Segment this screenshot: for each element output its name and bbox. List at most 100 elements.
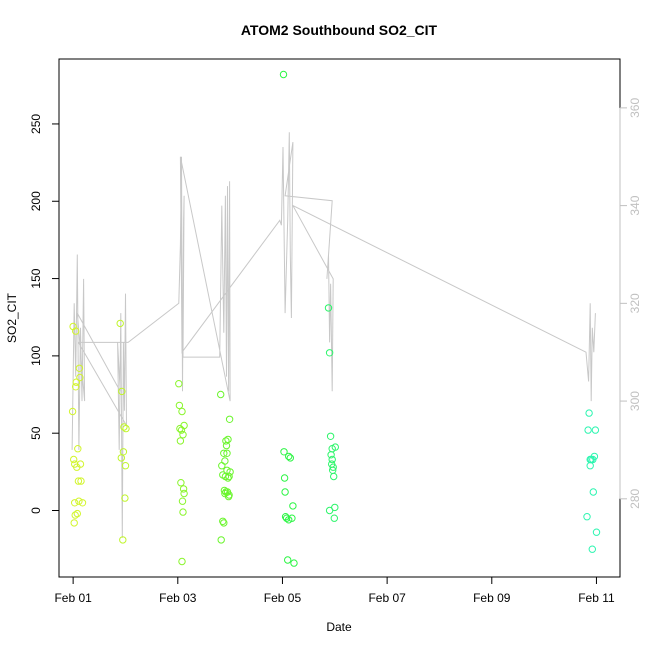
chart-title: ATOM2 Southbound SO2_CIT bbox=[241, 22, 438, 38]
data-point bbox=[78, 499, 87, 507]
data-point bbox=[282, 514, 291, 522]
data-point bbox=[220, 519, 228, 527]
data-point bbox=[328, 455, 336, 464]
data-point bbox=[221, 457, 229, 465]
y-tick-label: 50 bbox=[29, 426, 43, 440]
data-point bbox=[591, 426, 600, 434]
y-tick-label: 200 bbox=[29, 191, 43, 211]
y-tick-label: 150 bbox=[29, 268, 43, 288]
data-point bbox=[325, 506, 334, 515]
data-point bbox=[218, 462, 226, 470]
y-tick-label: 0 bbox=[29, 507, 43, 514]
altitude-trace-line bbox=[71, 132, 596, 538]
x-tick-label: Feb 03 bbox=[159, 591, 197, 605]
data-point bbox=[290, 559, 298, 567]
y-tick-label: 250 bbox=[29, 114, 43, 134]
data-point bbox=[178, 497, 187, 505]
data-point bbox=[175, 401, 184, 410]
series-3 bbox=[175, 380, 188, 566]
data-point bbox=[589, 455, 597, 464]
series-7 bbox=[583, 409, 601, 553]
data-point bbox=[223, 449, 231, 457]
y-axis-label: SO2_CIT bbox=[5, 292, 19, 343]
data-point bbox=[222, 437, 230, 445]
data-point bbox=[220, 449, 228, 457]
data-point bbox=[330, 472, 338, 481]
data-point bbox=[329, 463, 337, 471]
y2-tick-label: 340 bbox=[628, 195, 642, 215]
y2-tick-label: 320 bbox=[628, 293, 642, 313]
data-point bbox=[121, 462, 130, 470]
y2-tick-label: 360 bbox=[628, 98, 642, 118]
data-point bbox=[74, 445, 82, 453]
data-point bbox=[592, 528, 601, 536]
y-tick-label: 100 bbox=[29, 346, 43, 366]
data-point bbox=[118, 387, 126, 396]
data-point bbox=[221, 489, 229, 498]
data-point bbox=[331, 443, 339, 451]
data-point bbox=[217, 390, 225, 399]
data-point bbox=[586, 462, 594, 470]
data-point bbox=[279, 70, 288, 79]
data-point bbox=[77, 477, 85, 485]
data-point bbox=[175, 380, 183, 388]
data-point bbox=[225, 491, 233, 499]
data-point bbox=[324, 304, 333, 312]
y2-tick-label: 280 bbox=[628, 488, 642, 508]
data-point bbox=[76, 460, 85, 468]
data-point bbox=[583, 513, 591, 521]
x-tick-label: Feb 09 bbox=[473, 591, 511, 605]
data-point bbox=[286, 454, 294, 462]
data-point bbox=[120, 423, 128, 431]
data-point bbox=[225, 415, 234, 423]
y-axis: 0 50 100 150 200 250 bbox=[29, 114, 60, 514]
data-point bbox=[224, 435, 232, 444]
x-axis-label: Date bbox=[326, 620, 352, 634]
data-point bbox=[217, 536, 225, 544]
x-tick-label: Feb 05 bbox=[264, 591, 302, 605]
data-point bbox=[224, 474, 232, 482]
data-point bbox=[584, 426, 592, 434]
data-point bbox=[281, 488, 289, 496]
data-point bbox=[330, 514, 338, 522]
data-point bbox=[176, 437, 185, 445]
data-point bbox=[119, 448, 128, 456]
data-point bbox=[73, 509, 82, 518]
y2-tick-label: 300 bbox=[628, 391, 642, 411]
data-point bbox=[71, 511, 79, 519]
series-6 bbox=[324, 304, 339, 522]
data-point bbox=[280, 448, 288, 456]
data-point bbox=[70, 519, 78, 527]
data-point bbox=[289, 502, 297, 510]
data-points-layer bbox=[68, 70, 601, 567]
data-point bbox=[179, 431, 187, 439]
data-point bbox=[285, 516, 293, 524]
data-point bbox=[280, 474, 289, 482]
data-point bbox=[589, 488, 597, 496]
data-point bbox=[177, 479, 185, 487]
data-point bbox=[325, 349, 334, 357]
data-point bbox=[72, 378, 81, 386]
x-tick-label: Feb 01 bbox=[54, 591, 92, 605]
data-point bbox=[180, 489, 188, 498]
data-point bbox=[119, 536, 127, 544]
data-point bbox=[178, 557, 186, 566]
x-axis: Feb 01 Feb 03 Feb 05 Feb 07 Feb 09 Feb 11 bbox=[54, 576, 615, 605]
data-point bbox=[285, 452, 293, 461]
x-tick-label: Feb 07 bbox=[368, 591, 406, 605]
data-point bbox=[121, 494, 129, 502]
data-point bbox=[178, 407, 186, 416]
series-5 bbox=[279, 70, 298, 567]
series-1 bbox=[68, 322, 87, 527]
data-point bbox=[122, 424, 130, 433]
data-point bbox=[71, 499, 79, 507]
data-point bbox=[180, 421, 188, 430]
data-point bbox=[72, 383, 80, 391]
x-tick-label: Feb 11 bbox=[578, 591, 615, 605]
secondary-trace-layer bbox=[71, 132, 596, 538]
data-point bbox=[75, 497, 83, 505]
data-point bbox=[219, 517, 227, 525]
data-point bbox=[588, 545, 596, 553]
data-point bbox=[72, 327, 80, 335]
